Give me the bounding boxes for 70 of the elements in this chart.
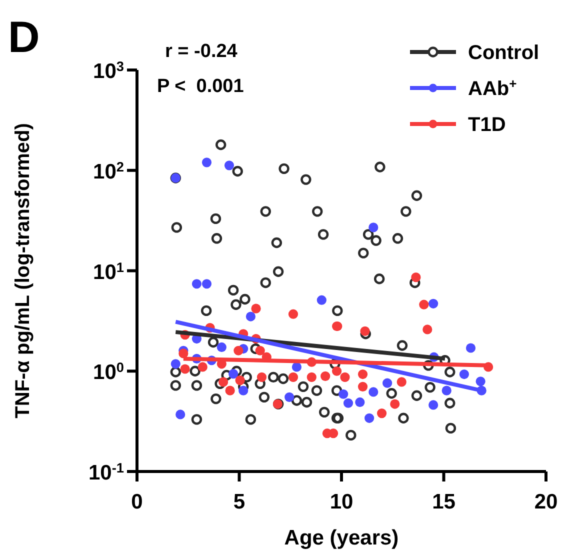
point bbox=[202, 279, 212, 289]
point bbox=[251, 304, 261, 314]
point bbox=[198, 362, 208, 372]
point bbox=[466, 343, 476, 353]
point bbox=[476, 376, 486, 386]
point bbox=[176, 410, 186, 420]
point bbox=[358, 369, 368, 380]
legend-label: AAb$^{+}$ bbox=[468, 76, 518, 100]
point bbox=[422, 324, 432, 334]
point bbox=[390, 399, 400, 409]
point bbox=[216, 342, 226, 352]
point bbox=[322, 428, 332, 438]
x-axis-title: Age (years) bbox=[284, 526, 399, 550]
y-tick-label: 10$^{2}$ bbox=[93, 158, 124, 184]
point bbox=[224, 160, 234, 170]
point bbox=[255, 346, 265, 356]
point bbox=[355, 397, 365, 408]
text: D bbox=[8, 13, 40, 62]
x-tick-label: 15 bbox=[432, 490, 456, 514]
point bbox=[288, 372, 298, 382]
y-tick-label: 10$^{-1}$ bbox=[88, 460, 124, 484]
point bbox=[358, 382, 368, 392]
point bbox=[306, 372, 316, 382]
point bbox=[382, 378, 392, 388]
point bbox=[316, 295, 326, 305]
y-tick-label: 10$^{1}$ bbox=[93, 259, 124, 284]
legend-label: Control bbox=[468, 42, 540, 64]
point bbox=[396, 377, 406, 387]
point bbox=[428, 298, 438, 308]
point bbox=[225, 386, 235, 396]
point bbox=[218, 377, 228, 387]
point bbox=[343, 398, 354, 408]
x-tick-label: 20 bbox=[534, 490, 558, 514]
y-tick-label: 10$^{3}$ bbox=[93, 58, 124, 83]
point bbox=[228, 369, 238, 379]
point bbox=[411, 272, 421, 282]
point bbox=[284, 392, 294, 402]
point bbox=[234, 346, 244, 356]
point bbox=[292, 362, 302, 372]
point bbox=[332, 366, 342, 376]
point bbox=[246, 312, 256, 322]
text: r = -0.24 bbox=[165, 41, 238, 62]
y-tick-label: 10$^{0}$ bbox=[93, 360, 124, 384]
point bbox=[428, 400, 438, 410]
annotation: P < 0.001 bbox=[157, 76, 244, 97]
point bbox=[338, 389, 348, 399]
point bbox=[459, 369, 469, 380]
point bbox=[170, 359, 180, 369]
x-tick-label: 0 bbox=[131, 490, 143, 514]
point bbox=[202, 158, 212, 168]
y-axis-title: TNF-α pg/mL (log-transformed) bbox=[12, 123, 34, 418]
x-tick-label: 5 bbox=[233, 490, 246, 514]
legend-label: T1D bbox=[468, 114, 506, 136]
point bbox=[320, 371, 330, 382]
point bbox=[376, 408, 387, 418]
point bbox=[360, 326, 370, 336]
point bbox=[368, 387, 378, 397]
point bbox=[419, 300, 429, 310]
point bbox=[442, 386, 452, 396]
point bbox=[364, 413, 374, 423]
point bbox=[288, 309, 298, 319]
point bbox=[192, 279, 202, 289]
point bbox=[238, 386, 248, 396]
point bbox=[235, 376, 245, 386]
point bbox=[340, 372, 350, 382]
point bbox=[180, 364, 190, 374]
x-tick-label: 10 bbox=[330, 490, 354, 514]
point bbox=[178, 348, 188, 358]
point bbox=[256, 372, 267, 382]
point bbox=[368, 222, 378, 232]
